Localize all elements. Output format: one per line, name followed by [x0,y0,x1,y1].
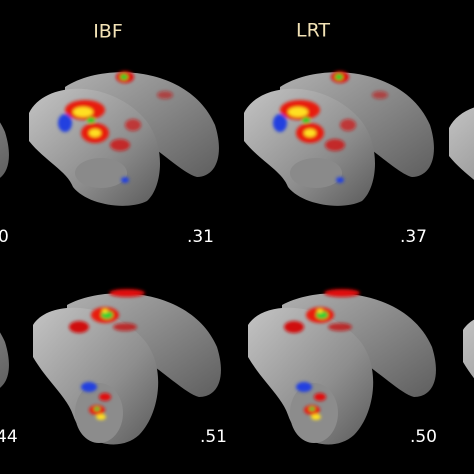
score-label: .51 [200,427,227,447]
score-label: .50 [410,427,437,447]
score-label: .31 [187,227,214,247]
score-label: 0 [0,227,9,247]
brain-renders [0,71,474,450]
column-title: IBF [93,21,123,43]
column-title: LRT [296,20,330,42]
score-label: 44 [0,427,18,447]
score-label: .37 [400,227,427,247]
